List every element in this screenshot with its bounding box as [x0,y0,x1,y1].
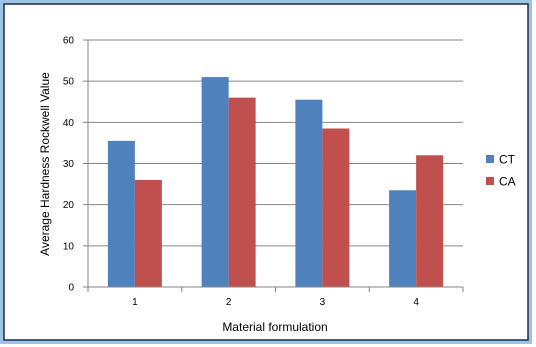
y-axis-title: Average Hardness Rockwell Value [38,72,52,256]
bar-ct-1 [107,140,135,287]
x-tick-label: 1 [132,297,138,308]
legend-label-ca: CA [499,175,516,189]
bar-ct-3 [295,99,323,287]
bar-ca-2 [228,97,256,287]
legend-label-ct: CT [499,153,516,167]
legend-swatch-ca [486,177,494,185]
bar-ca-1 [134,179,162,287]
y-tick-label: 0 [68,283,74,294]
axes [83,39,464,292]
legend-swatch-ct [486,155,494,163]
y-tick-label: 60 [63,36,75,47]
legend: CT CA [486,153,516,189]
frame-border [3,3,529,341]
y-tick-label: 30 [63,159,75,170]
bar-ct-4 [389,190,417,287]
x-tick-label: 4 [413,297,419,308]
y-tick-label: 40 [63,118,75,129]
bar-ca-3 [322,128,350,287]
bar-ct-2 [201,77,229,287]
y-tick-label: 50 [63,77,75,88]
x-axis-title: Material formulation [222,320,327,334]
bar-ca-4 [416,155,444,287]
bars [107,77,444,287]
x-tick-label: 2 [226,297,232,308]
y-tick-label: 10 [63,241,75,252]
x-tick-labels: 1 2 3 4 [132,297,419,308]
y-tick-labels: 0 10 20 30 40 50 60 [63,36,75,294]
y-tick-label: 20 [63,200,75,211]
x-tick-label: 3 [320,297,326,308]
